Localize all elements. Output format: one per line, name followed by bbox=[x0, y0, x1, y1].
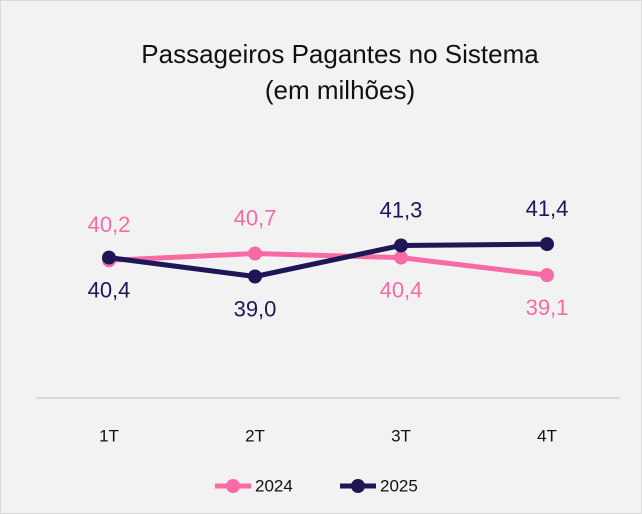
point bbox=[540, 268, 554, 283]
legend-label: 2024 bbox=[255, 476, 293, 495]
x-tick-label: 1T bbox=[99, 426, 119, 445]
data-label: 39,0 bbox=[234, 296, 277, 321]
data-label: 40,7 bbox=[234, 205, 277, 230]
chart-subtitle: (em milhões) bbox=[265, 75, 415, 105]
data-label: 40,4 bbox=[88, 277, 131, 302]
legend-label: 2025 bbox=[380, 476, 418, 495]
data-label: 41,4 bbox=[526, 196, 569, 221]
series-line bbox=[108, 241, 548, 279]
legend-marker bbox=[226, 479, 240, 493]
point bbox=[394, 250, 408, 265]
point bbox=[102, 250, 116, 265]
data-label: 41,3 bbox=[380, 197, 423, 222]
series-line bbox=[108, 251, 548, 278]
legend-marker bbox=[351, 479, 365, 493]
data-label: 39,1 bbox=[526, 295, 569, 320]
point bbox=[394, 238, 408, 253]
chart-title: Passageiros Pagantes no Sistema bbox=[141, 39, 539, 69]
data-label: 40,4 bbox=[380, 277, 423, 302]
x-tick-label: 4T bbox=[537, 426, 557, 445]
point bbox=[248, 246, 262, 261]
point bbox=[248, 269, 262, 284]
x-tick-label: 3T bbox=[391, 426, 411, 445]
x-tick-label: 2T bbox=[245, 426, 265, 445]
point bbox=[540, 237, 554, 252]
data-label: 40,2 bbox=[88, 212, 131, 237]
